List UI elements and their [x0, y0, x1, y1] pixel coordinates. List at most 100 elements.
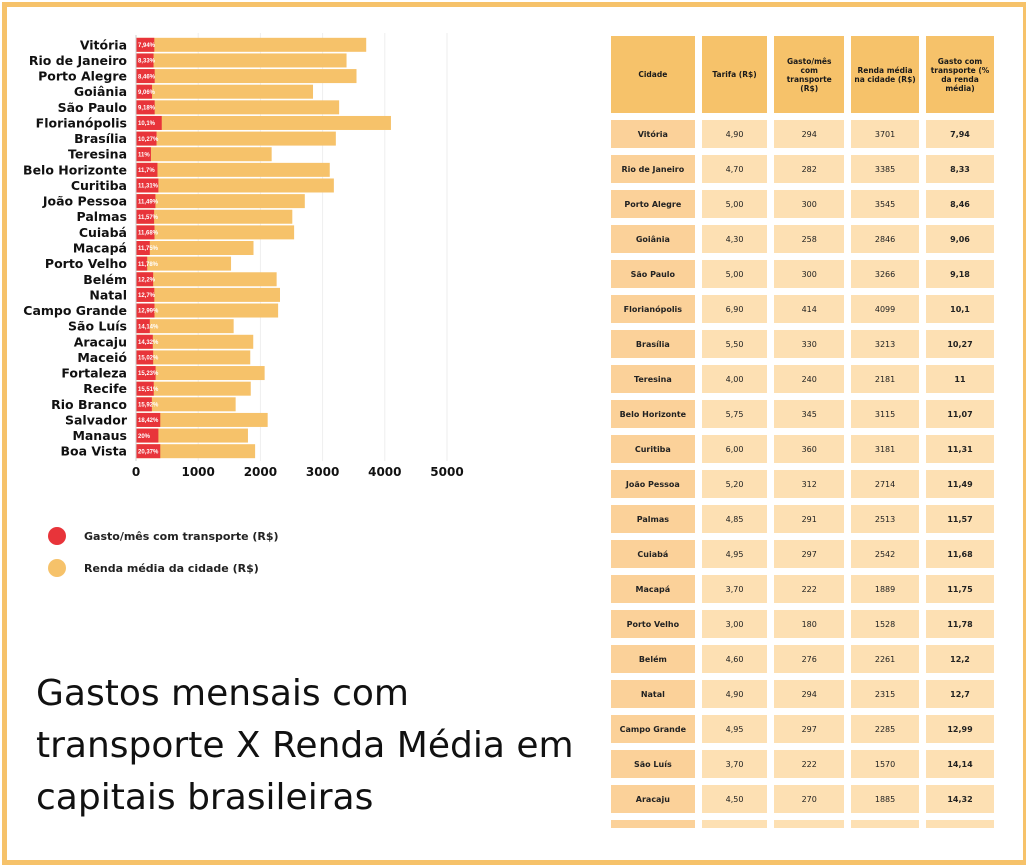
bar-spend: [136, 287, 155, 302]
bar-spend: [136, 147, 151, 162]
cell-gasto-mes: 297: [774, 715, 845, 743]
bar-spend: [136, 428, 159, 443]
category-label: João Pessoa: [42, 194, 127, 209]
cell-tarifa: 4,95: [701, 715, 768, 743]
category-label: Curitiba: [71, 178, 127, 193]
data-label: 8,46%: [138, 74, 156, 80]
bar-income: [136, 131, 336, 146]
bar-spend: [136, 272, 154, 287]
cell-gasto-percentual: 7,94: [926, 120, 994, 148]
table-row: Curitiba 6,00 360 3181 11,31: [611, 435, 994, 463]
cell-renda-media: 1528: [851, 610, 919, 638]
bar-income: [136, 334, 254, 349]
bar-income: [136, 53, 347, 68]
cell-renda-media: 3385: [851, 155, 919, 183]
header-tarifa: Tarifa (R$): [701, 36, 768, 113]
bar-spend: [136, 397, 152, 412]
bar-income: [136, 381, 251, 396]
cell-cidade: João Pessoa: [611, 470, 695, 498]
cell-tarifa: 5,50: [701, 330, 768, 358]
bar-income: [136, 397, 236, 412]
bar-spend: [136, 53, 154, 68]
cell-tarifa: 4,30: [701, 225, 768, 253]
cell-gasto-mes: 282: [774, 155, 845, 183]
cell-gasto-mes: 360: [774, 435, 845, 463]
cell-tarifa: 4,00: [701, 365, 768, 393]
category-label: Maceió: [77, 350, 127, 365]
table-row: Belo Horizonte 5,75 345 3115 11,07: [611, 400, 994, 428]
table-row: Campo Grande 4,95 297 2285 12,99: [611, 715, 994, 743]
cell-renda-media: 2714: [851, 470, 919, 498]
cell-gasto-mes: 312: [774, 470, 845, 498]
data-label: 18,42%: [138, 418, 159, 424]
cell-tarifa: 3,00: [701, 610, 768, 638]
data-label: 10,27%: [138, 137, 159, 143]
data-label: 12,2%: [138, 277, 156, 283]
cell-gasto-mes: 270: [774, 785, 845, 813]
cell-gasto-percentual: 11,68: [926, 540, 994, 568]
bar-spend: [136, 303, 155, 318]
category-label: Vitória: [80, 37, 127, 52]
cell-gasto-mes: 222: [774, 575, 845, 603]
data-label: 11,75%: [138, 246, 159, 252]
bar-spend: [136, 100, 155, 115]
table-row: Belém 4,60 276 2261 12,2: [611, 645, 994, 673]
cell-gasto-percentual: 11: [926, 365, 994, 393]
cell-cidade: Teresina: [611, 365, 695, 393]
cell-tarifa: 5,00: [701, 260, 768, 288]
x-tick-label: 4000: [368, 465, 401, 479]
data-label: 20,37%: [138, 449, 159, 455]
cell-tarifa: 3,70: [701, 750, 768, 778]
table-body: Vitória 4,90 294 3701 7,94 Rio de Janeiro 4,70…: [611, 120, 994, 828]
cell-cidade: Palmas: [611, 505, 695, 533]
cell-tarifa: 4,60: [701, 645, 768, 673]
legend-swatch-spend: [48, 527, 66, 545]
cell-tarifa: 5,20: [701, 470, 768, 498]
cell-cidade: Florianópolis: [611, 295, 695, 323]
bar-income: [136, 350, 251, 365]
bar-income: [136, 319, 234, 334]
category-label: Brasília: [74, 131, 127, 146]
cell-renda-media: 3115: [851, 400, 919, 428]
data-label: 11,57%: [138, 215, 159, 221]
bar-income: [136, 428, 248, 443]
cell-tarifa: 5,00: [701, 190, 768, 218]
page-title: Gastos mensais com transporte X Renda Mé…: [36, 673, 574, 818]
cell-gasto-percentual: 11,49: [926, 470, 994, 498]
category-label: Cuiabá: [79, 225, 127, 240]
data-label: 11,78%: [138, 262, 159, 268]
table-row: São Paulo 5,00 300 3266 9,18: [611, 260, 994, 288]
bar-income: [136, 225, 295, 240]
category-label: São Paulo: [58, 100, 128, 115]
x-tick-label: 0: [132, 465, 140, 479]
bar-spend: [136, 37, 155, 52]
cell-gasto-percentual: 11,78: [926, 610, 994, 638]
bar-income: [136, 303, 279, 318]
bar-spend: [136, 178, 159, 193]
data-label: 14,32%: [138, 340, 159, 346]
bar-spend: [136, 444, 161, 459]
bar-spend: [136, 209, 155, 224]
bar-income: [136, 241, 254, 256]
cell-tarifa: 4,90: [701, 680, 768, 708]
bar-spend: [136, 241, 150, 256]
table-header-row: Cidade Tarifa (R$) Gasto/mês com transpo…: [611, 36, 994, 113]
bar-income: [136, 178, 334, 193]
cell-renda-media: 2846: [851, 225, 919, 253]
category-label: Boa Vista: [61, 444, 128, 459]
cell-gasto-mes: 300: [774, 260, 845, 288]
bar-income: [136, 209, 293, 224]
bar-spend: [136, 162, 158, 177]
category-label: Belo Horizonte: [23, 162, 127, 177]
category-label: Belém: [83, 272, 127, 287]
bar-income: [136, 366, 265, 381]
category-label: Goiânia: [74, 84, 127, 99]
cell-tarifa: 5,75: [701, 400, 768, 428]
bar-spend: [136, 256, 148, 271]
cell-gasto-percentual: 10,27: [926, 330, 994, 358]
category-label: Macapá: [73, 241, 127, 256]
table-row: Porto Velho 3,00 180 1528 11,78: [611, 610, 994, 638]
cell-cidade: Macapá: [611, 575, 695, 603]
data-table-panel: Cidade Tarifa (R$) Gasto/mês com transpo…: [609, 36, 1001, 828]
